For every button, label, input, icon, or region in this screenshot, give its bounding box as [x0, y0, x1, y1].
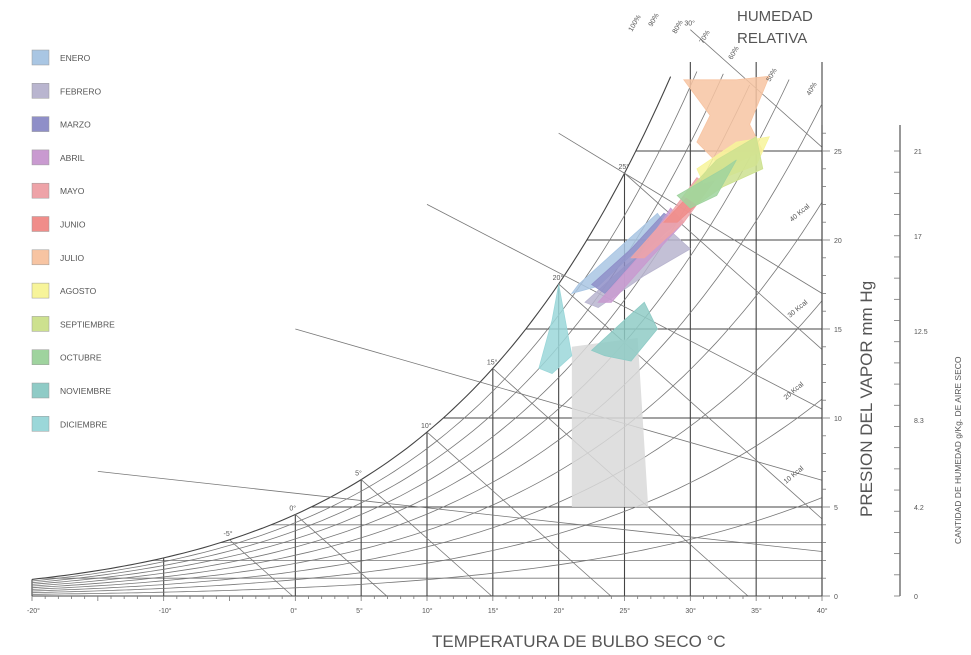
- wet-bulb-label: 25°: [619, 163, 630, 171]
- legend-swatch-febrero: [31, 83, 50, 99]
- vapor-pressure-tick-label: 10: [834, 416, 842, 423]
- moisture-tick-label: 17: [914, 234, 922, 241]
- rh-label: 50%: [766, 67, 779, 83]
- vapor-pressure-tick-label: 20: [834, 238, 842, 245]
- legend-swatch-julio: [31, 249, 50, 266]
- enthalpy-line: [295, 328, 823, 481]
- rh-curve: [31, 300, 823, 592]
- enthalpy-line: [426, 204, 823, 410]
- legend-label-marzo: MARZO: [60, 120, 91, 130]
- wet-bulb-line: [229, 539, 293, 597]
- wet-bulb-line: [360, 479, 492, 597]
- wet-bulb-label: 0°: [289, 504, 296, 512]
- vapor-pressure-tick-label: 25: [834, 149, 842, 156]
- legend-label-diciembre: DICIEMBRE: [60, 419, 108, 429]
- x-tick-label: 0°: [290, 607, 297, 615]
- wet-bulb-label: -5°: [224, 530, 233, 538]
- legend-swatch-diciembre: [31, 416, 50, 432]
- wet-bulb-line: [624, 172, 823, 350]
- rh-curve: [31, 84, 750, 585]
- x-tick-label: 35°: [751, 607, 762, 615]
- wet-bulb-line: [426, 431, 611, 597]
- vapor-pressure-tick-label: 5: [834, 505, 838, 512]
- vapor-pressure-tick-label: 0: [834, 594, 838, 601]
- x-tick-label: 20°: [554, 607, 565, 615]
- chart-grid: [31, 29, 823, 597]
- legend-label-julio: JULIO: [60, 253, 84, 263]
- moisture-tick-label: 4.2: [914, 505, 924, 512]
- chart-data-zones: [538, 75, 770, 507]
- legend-swatch-enero: [31, 49, 50, 66]
- rh-label: 40%: [806, 81, 819, 97]
- rh-curve: [32, 497, 823, 595]
- legend: ENERO FEBRERO MARZO ABRIL MAYO JUNIO JULIO AGOS…: [31, 49, 115, 432]
- y-axis-label-right: PRESION DEL VAPOR mm Hg: [857, 281, 876, 517]
- x-tick-label: -20°: [27, 607, 40, 615]
- legend-swatch-agosto: [31, 282, 50, 299]
- legend-label-abril: ABRIL: [60, 153, 85, 163]
- legend-swatch-noviembre: [31, 382, 50, 399]
- wet-bulb-line: [558, 283, 823, 520]
- wet-bulb-line: [295, 514, 387, 597]
- rh-label: 60%: [728, 45, 741, 61]
- enthalpy-label: 40 Kcal: [789, 203, 812, 224]
- month-zone-diciembre: [538, 284, 573, 374]
- legend-label-agosto: AGOSTO: [60, 286, 97, 296]
- legend-swatch-junio: [31, 216, 50, 232]
- x-tick-label: 40°: [817, 607, 828, 615]
- rh-label: 70%: [699, 29, 712, 45]
- legend-swatch-octubre: [31, 349, 50, 365]
- x-tick-label: 15°: [488, 607, 499, 615]
- legend-swatch-septiembre: [31, 316, 50, 332]
- rh-curve: [31, 103, 823, 589]
- rh-label: 80%: [672, 19, 685, 35]
- month-zone-octubre: [676, 159, 737, 209]
- wet-bulb-label: 15°: [487, 358, 498, 366]
- legend-label-octubre: OCTUBRE: [60, 353, 102, 363]
- wet-bulb-label: 10°: [421, 422, 432, 430]
- vapor-pressure-tick-label: 15: [834, 327, 842, 334]
- x-tick-label: 25°: [620, 607, 631, 615]
- moisture-tick-label: 21: [914, 149, 922, 156]
- rh-curve: [31, 201, 823, 590]
- x-axis-label: TEMPERATURA DE BULBO SECO °C: [432, 632, 726, 651]
- rh-label: 100%: [628, 14, 643, 33]
- comfort-zone: [571, 337, 649, 507]
- legend-swatch-abril: [31, 149, 50, 166]
- x-tick-label: 30°: [685, 607, 696, 615]
- rh-curve: [31, 71, 698, 582]
- wet-bulb-label: 5°: [355, 470, 362, 478]
- enthalpy-line: [97, 471, 823, 552]
- y-axis-label-far-right: CANTIDAD DE HUMEDAD g/Kg. DE AIRE SECO: [953, 356, 963, 544]
- rh-title-line-1: HUMEDAD: [737, 8, 813, 25]
- legend-label-febrero: FEBRERO: [60, 86, 101, 96]
- x-tick-label: 5°: [356, 607, 363, 615]
- x-tick-label: 10°: [422, 607, 433, 615]
- legend-swatch-marzo: [31, 116, 50, 132]
- legend-swatch-mayo: [31, 182, 50, 199]
- legend-label-septiembre: SEPTIEMBRE: [60, 319, 115, 329]
- enthalpy-label: 10 Kcal: [783, 465, 806, 486]
- moisture-tick-label: 8.3: [914, 418, 924, 425]
- rh-curve: [31, 398, 823, 594]
- wet-bulb-label: 20°: [553, 274, 564, 282]
- moisture-tick-label: 0: [914, 594, 918, 601]
- wet-bulb-label: 30°: [684, 20, 695, 28]
- month-zone-noviembre: [590, 301, 658, 362]
- rh-label: 90%: [648, 12, 661, 28]
- legend-label-enero: ENERO: [60, 53, 91, 63]
- legend-label-mayo: MAYO: [60, 186, 85, 196]
- legend-label-noviembre: NOVIEMBRE: [60, 386, 111, 396]
- x-tick-label: -10°: [159, 607, 172, 615]
- rh-title-line-2: RELATIVA: [737, 30, 807, 47]
- enthalpy-label: 30 Kcal: [787, 299, 810, 320]
- legend-label-junio: JUNIO: [60, 220, 86, 230]
- moisture-tick-label: 12.5: [914, 329, 928, 336]
